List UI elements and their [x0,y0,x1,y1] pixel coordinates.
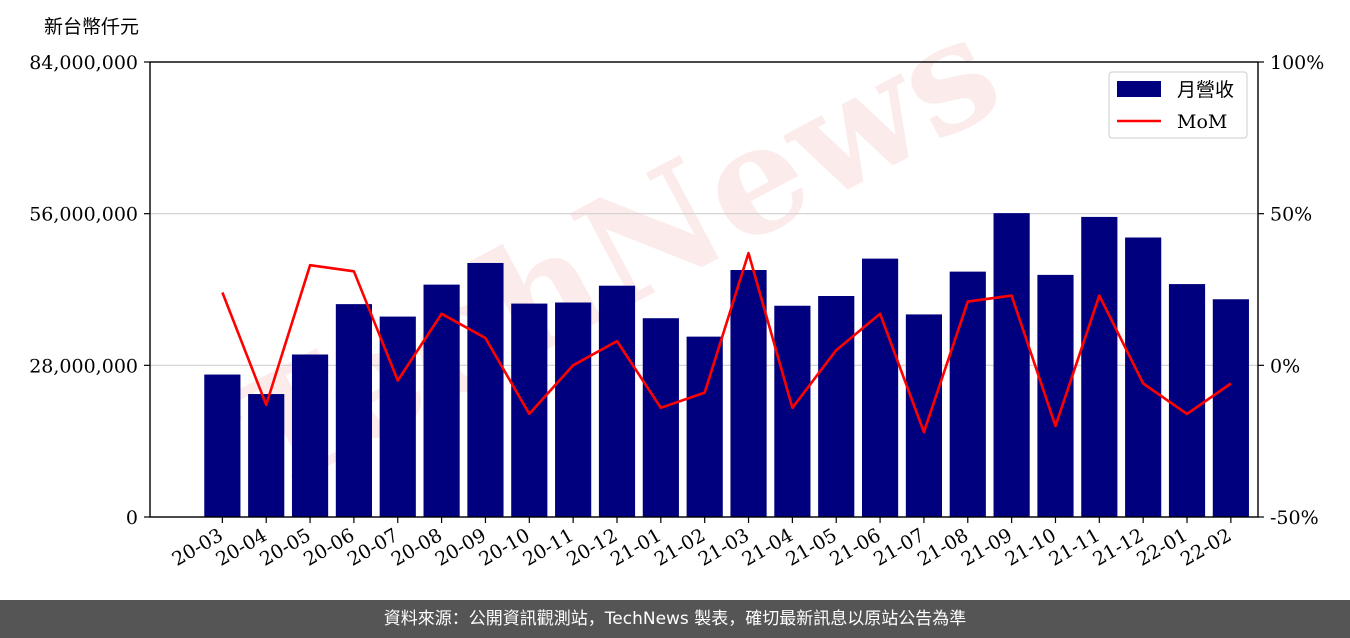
y-tick-label: 56,000,000 [29,204,138,226]
bar [248,394,285,517]
y-tick-label: 84,000,000 [29,52,138,74]
source-footer: 資料來源：公開資訊觀測站，TechNews 製表，確切最新訊息以原站公告為準 [0,600,1350,638]
y-tick-label: 28,000,000 [29,355,138,377]
source-text: 資料來源：公開資訊觀測站，TechNews 製表，確切最新訊息以原站公告為準 [383,609,967,629]
y2-tick-label: 100% [1270,52,1324,74]
bar [774,305,811,517]
bar [818,296,855,517]
bar [993,213,1030,517]
bar [730,270,767,517]
bar [467,262,504,517]
bar [511,303,548,517]
bar [204,374,241,517]
bar [291,354,329,517]
bar [555,302,592,517]
legend-label-revenue: 月營收 [1177,79,1234,101]
bar [1037,274,1074,517]
y2-tick-label: 0% [1270,355,1300,377]
x-tick-label: 22-02 [1177,524,1235,570]
plot-frame [149,61,1259,518]
legend-label-mom: MoM [1177,111,1227,133]
bar [423,284,460,517]
bar [861,258,899,517]
y-tick-label: 0 [126,507,138,529]
bar [686,336,723,517]
bar [1168,284,1206,517]
mom-line [221,251,1232,434]
y2-tick-label: 50% [1270,204,1312,226]
bar [1081,216,1118,517]
bar [905,314,943,517]
bar [949,271,986,517]
chart-svg: TechNews028,000,00056,000,00084,000,000-… [29,0,1324,571]
y-axis-label: 新台幣仟元 [44,16,139,38]
legend-bar-swatch [1117,81,1161,97]
bar [335,304,372,517]
revenue-chart: TechNews 0 28,000,000 56,000,000 84,000,000-… [29,0,1324,571]
y2-tick-label: -50% [1270,507,1319,529]
bar [1212,299,1249,517]
bar [598,285,636,517]
bar [1125,237,1162,517]
bar [642,318,679,517]
